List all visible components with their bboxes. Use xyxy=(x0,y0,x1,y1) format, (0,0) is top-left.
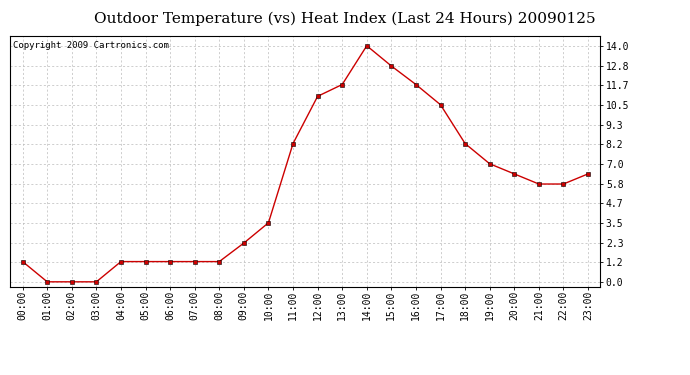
Text: Copyright 2009 Cartronics.com: Copyright 2009 Cartronics.com xyxy=(13,40,169,50)
Text: Outdoor Temperature (vs) Heat Index (Last 24 Hours) 20090125: Outdoor Temperature (vs) Heat Index (Las… xyxy=(95,11,595,26)
